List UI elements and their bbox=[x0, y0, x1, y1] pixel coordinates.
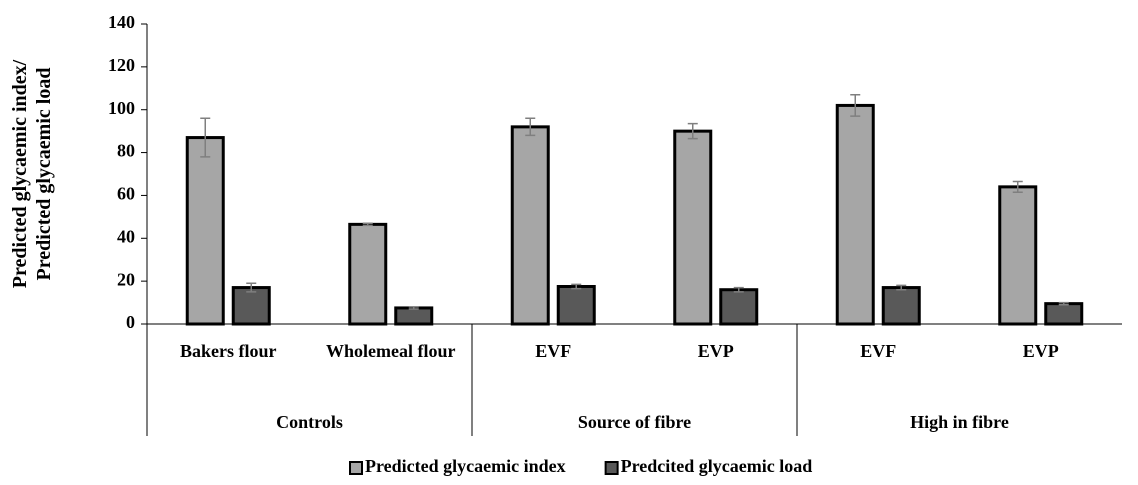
bar bbox=[556, 285, 596, 326]
y-tick-label: 120 bbox=[108, 55, 135, 75]
y-tick-label: 0 bbox=[126, 312, 135, 332]
y-tick-label: 80 bbox=[117, 141, 135, 161]
error-bar bbox=[246, 282, 257, 293]
bar bbox=[394, 306, 434, 326]
group-label: Controls bbox=[276, 412, 343, 432]
error-bar bbox=[733, 286, 744, 293]
x-tick-label: EVF bbox=[860, 341, 897, 361]
y-tick-label: 100 bbox=[108, 98, 135, 118]
x-tick-label: EVF bbox=[535, 341, 572, 361]
error-bar bbox=[687, 122, 698, 140]
group-label: Source of fibre bbox=[577, 412, 692, 432]
y-tick-label: 140 bbox=[108, 12, 135, 32]
y-tick-label: 20 bbox=[117, 269, 135, 289]
bar bbox=[835, 103, 875, 326]
legend-label: Predicted glycaemic index bbox=[365, 456, 566, 476]
y-tick-label: 60 bbox=[117, 184, 135, 204]
legend-swatch bbox=[604, 461, 619, 475]
y-axis-title: Predicted glycaemic index/ Predicted gly… bbox=[9, 59, 55, 289]
error-bar bbox=[850, 93, 861, 117]
x-tick-label: Wholemeal flour bbox=[326, 341, 456, 361]
error-bar bbox=[1058, 301, 1069, 306]
x-tick-label: EVP bbox=[1022, 341, 1059, 361]
error-bar bbox=[200, 117, 211, 158]
legend-label: Predcited glycaemic load bbox=[621, 456, 813, 476]
bar bbox=[881, 286, 921, 326]
x-tick-label: Bakers flour bbox=[180, 341, 277, 361]
legend-swatch bbox=[349, 461, 363, 475]
bar bbox=[231, 286, 271, 326]
bar bbox=[719, 288, 759, 326]
bar bbox=[185, 136, 225, 326]
bar bbox=[1044, 302, 1084, 326]
group-label: High in fibre bbox=[910, 412, 1009, 432]
x-tick-label: EVP bbox=[697, 341, 734, 361]
error-bar bbox=[1012, 180, 1023, 193]
error-bar bbox=[525, 117, 536, 137]
bar bbox=[348, 222, 388, 326]
error-bar bbox=[408, 306, 419, 310]
bar bbox=[510, 125, 550, 326]
bar bbox=[673, 129, 713, 326]
error-bar bbox=[571, 283, 582, 290]
bar bbox=[998, 185, 1038, 326]
error-bar bbox=[896, 284, 907, 291]
y-tick-label: 40 bbox=[117, 226, 135, 246]
error-bar bbox=[362, 222, 373, 227]
